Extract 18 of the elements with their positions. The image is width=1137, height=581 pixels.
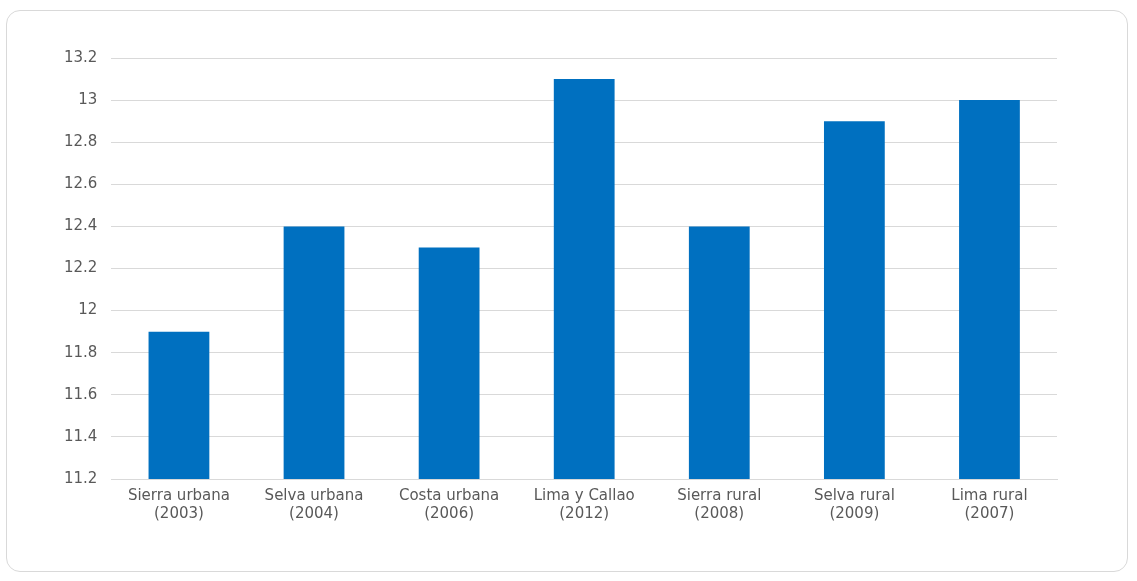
- x-tick-label: Costa urbana (2006): [398, 485, 500, 522]
- y-tick-label: 11.8: [63, 342, 98, 361]
- y-tick-label: 11.6: [63, 384, 98, 403]
- y-tick-label: 11.4: [63, 426, 98, 445]
- y-tick-label: 12: [78, 300, 98, 319]
- x-tick-label: Lima rural (2007): [951, 485, 1028, 522]
- x-tick-label: Sierra rural (2008): [677, 485, 762, 522]
- x-tick-label: Lima y Callao (2012): [533, 485, 635, 522]
- y-tick-label: 11.2: [63, 468, 98, 487]
- x-tick-label: Selva urbana (2004): [264, 485, 364, 522]
- y-tick-label: 13: [78, 89, 98, 108]
- y-tick-label: 13.2: [63, 47, 98, 66]
- y-tick-label: 12.2: [63, 258, 98, 277]
- x-tick-label: Selva rural (2009): [813, 485, 895, 522]
- y-tick-label: 12.4: [63, 216, 98, 235]
- y-tick-label: 12.8: [63, 132, 98, 151]
- y-tick-label: 12.6: [63, 174, 98, 193]
- x-tick-label: Sierra urbana (2003): [127, 485, 230, 522]
